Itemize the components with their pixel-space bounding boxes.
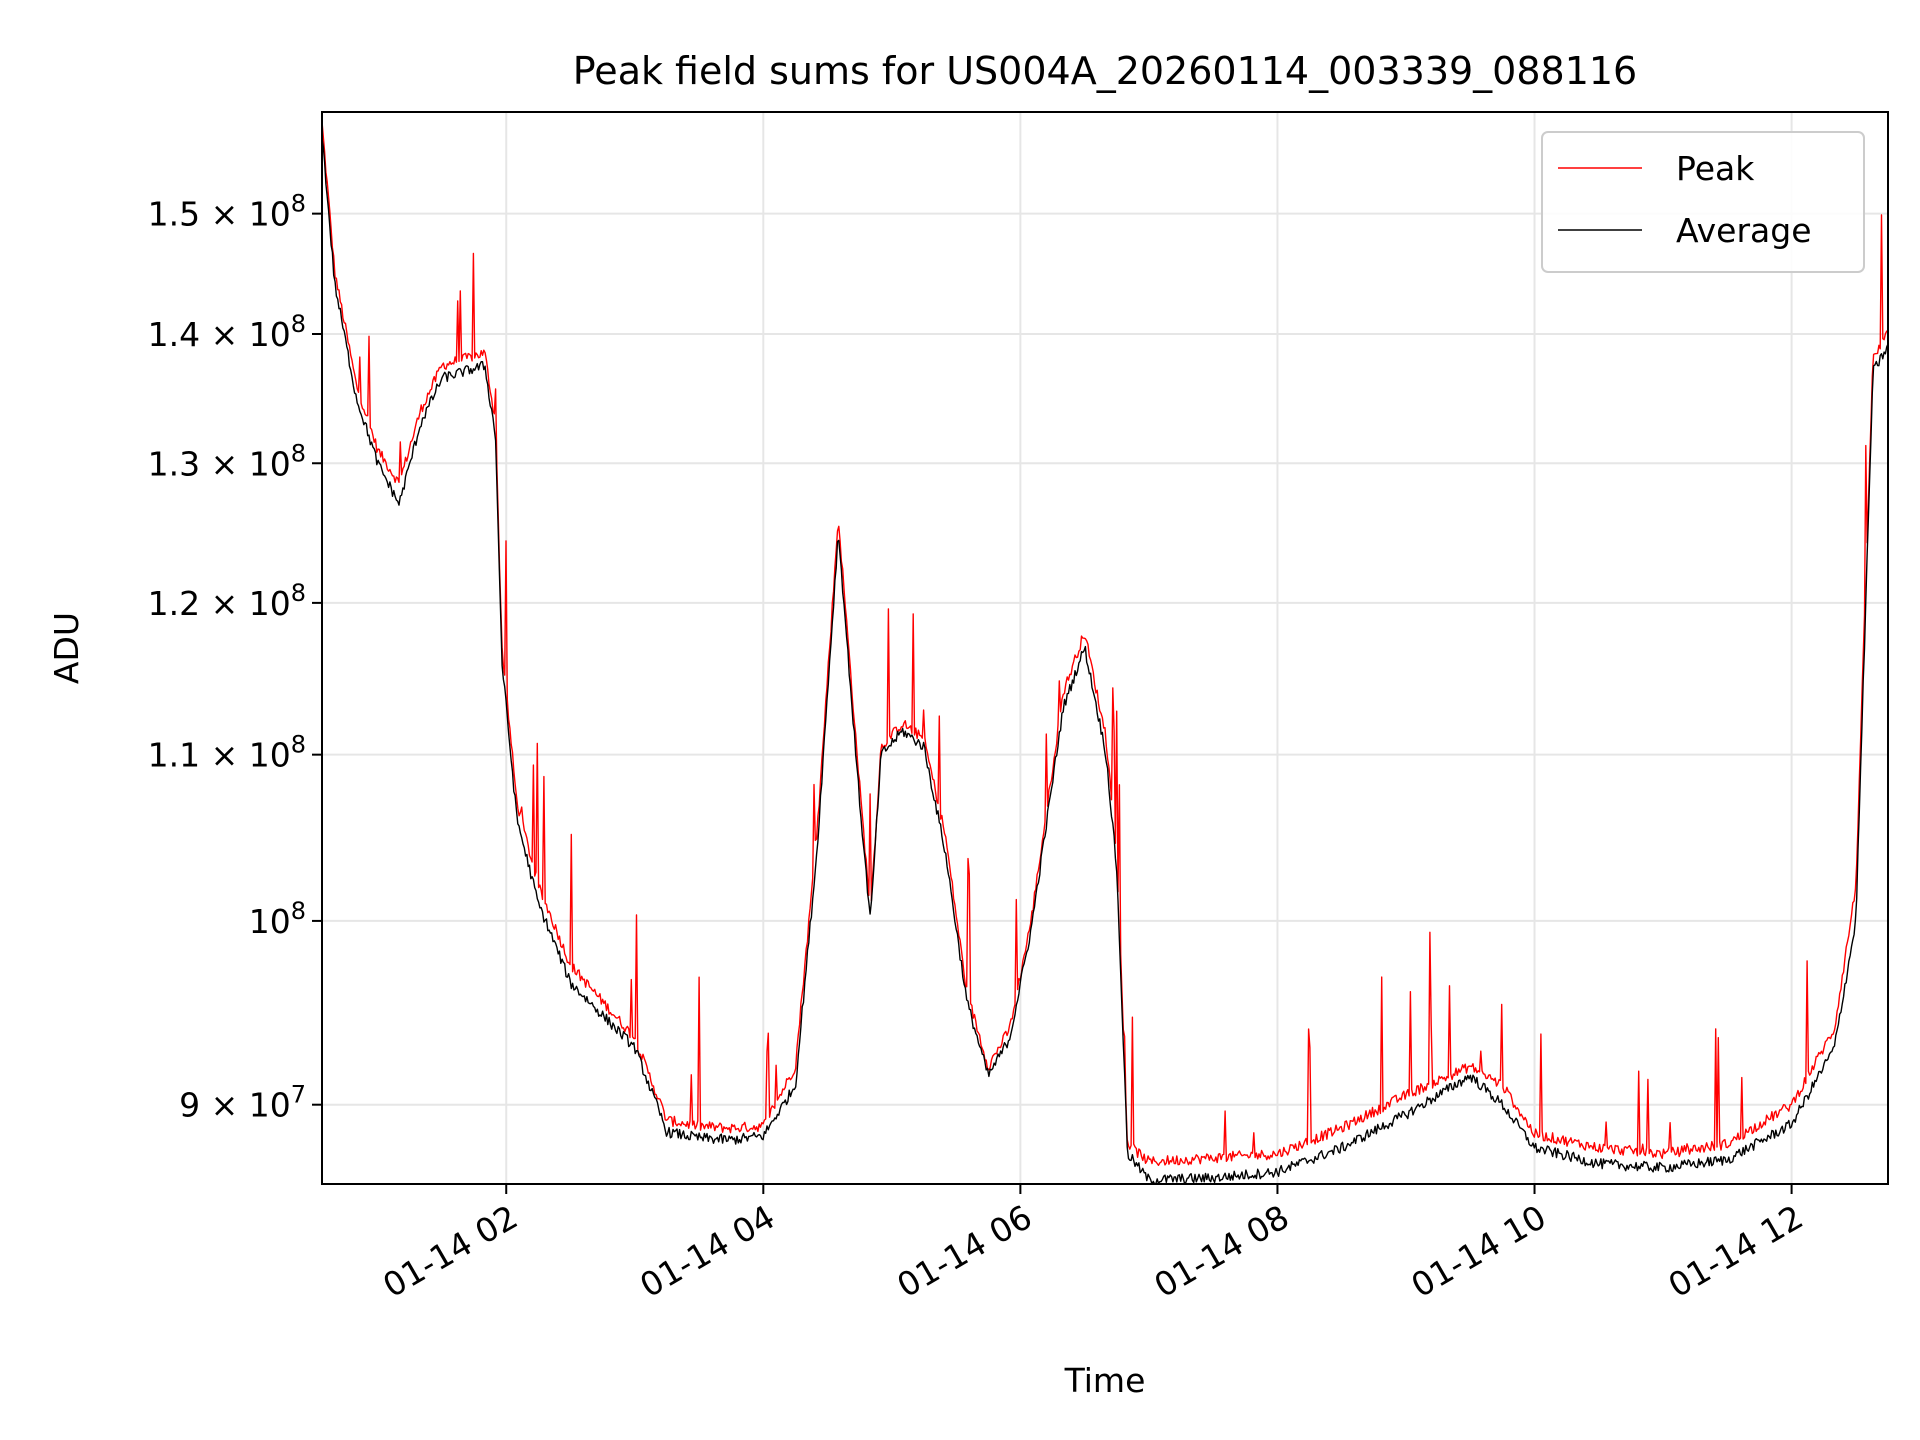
y-tick-label: 1.4 × 108: [148, 310, 306, 354]
y-tick-label: 1.1 × 108: [148, 731, 306, 775]
legend-label-average: Average: [1676, 211, 1812, 250]
grid-lines: [322, 112, 1888, 1184]
y-axis: 9 × 107 108 1.1 × 108 1.2 × 108 1.3 × 108 1.4…: [148, 190, 322, 1125]
series-line-peak: [321, 121, 1889, 1167]
series-line-average: [321, 138, 1889, 1185]
plot-frame: [321, 111, 1889, 1185]
series-layer: [321, 121, 1889, 1185]
y-tick-label: 1.3 × 108: [148, 439, 306, 483]
legend-label-peak: Peak: [1676, 149, 1755, 188]
y-tick-label: 1.5 × 108: [148, 190, 306, 234]
y-axis-label: ADU: [47, 612, 86, 684]
y-tick-label: 9 × 107: [179, 1081, 306, 1125]
y-tick-label: 1.2 × 108: [148, 579, 306, 623]
x-axis-label: Time: [1064, 1361, 1146, 1400]
y-tick-label: 108: [249, 897, 306, 941]
chart-title: Peak field sums for US004A_20260114_0033…: [573, 49, 1637, 93]
legend-box: [1541, 131, 1865, 273]
legend: Peak Average: [1541, 131, 1865, 273]
